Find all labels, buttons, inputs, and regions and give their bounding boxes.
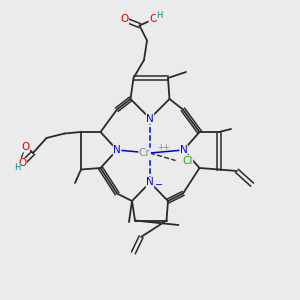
Text: Cr: Cr [139,148,151,158]
Text: N: N [146,113,154,124]
Text: H: H [156,11,162,20]
Text: N: N [113,145,121,155]
Text: Cl: Cl [182,155,193,166]
Text: O: O [120,14,129,25]
Text: N: N [146,177,154,188]
Text: O: O [21,142,30,152]
Text: −: − [155,180,163,190]
Text: ++: ++ [157,142,170,152]
Text: O: O [18,158,27,169]
Text: H: H [14,164,21,172]
Text: N: N [180,145,188,155]
Text: O: O [149,14,157,25]
